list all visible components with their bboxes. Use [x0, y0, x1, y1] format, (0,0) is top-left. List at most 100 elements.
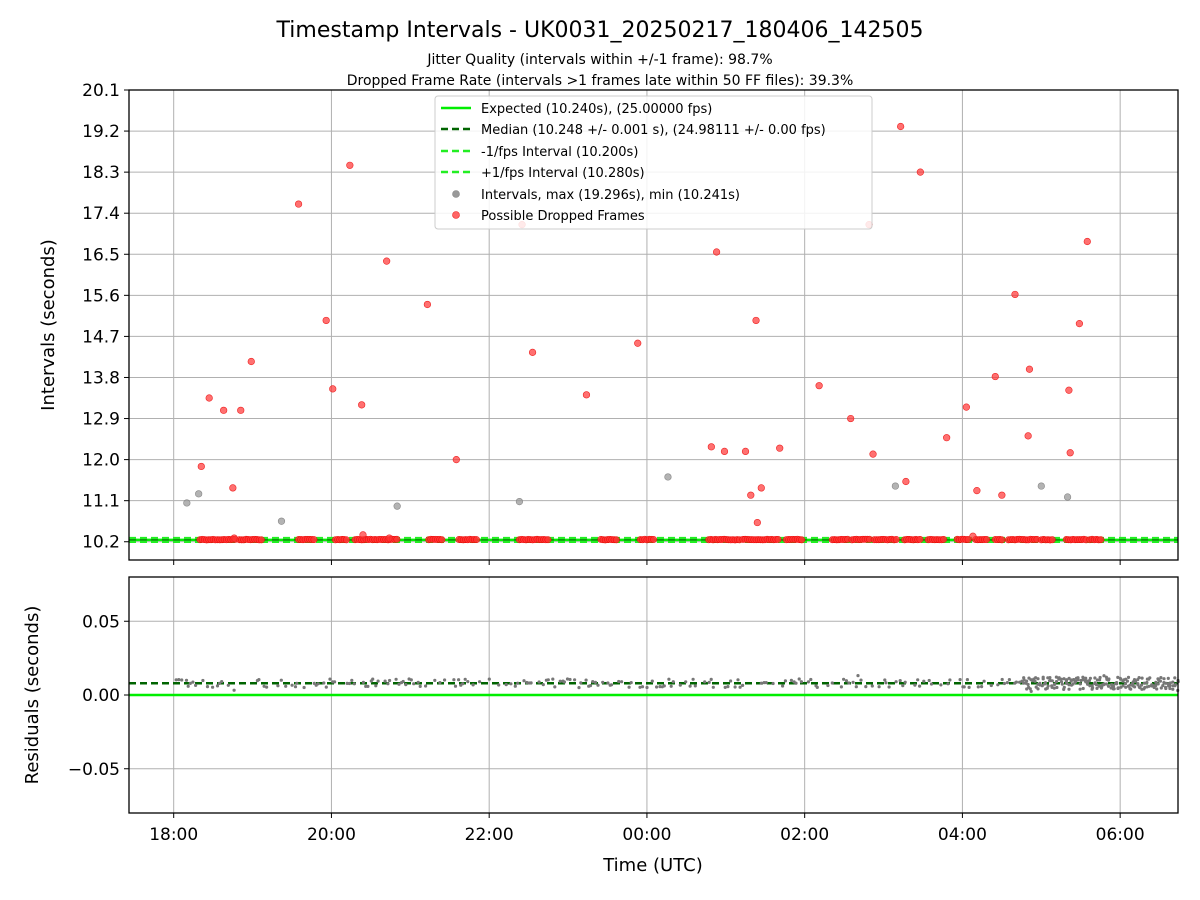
residual-point — [741, 683, 745, 688]
residual-point — [839, 685, 844, 689]
dropped-frame-point — [247, 357, 255, 366]
residual-point — [1161, 684, 1165, 688]
residual-point — [504, 683, 508, 687]
residual-point — [797, 677, 801, 681]
residual-point — [1126, 675, 1131, 680]
residual-point — [1050, 679, 1054, 683]
residual-point — [794, 681, 798, 685]
residual-point — [711, 685, 715, 689]
residual-point — [707, 680, 711, 685]
residual-point — [1102, 674, 1106, 678]
residual-point — [1048, 676, 1052, 680]
dropped-baseline-point — [473, 536, 480, 544]
residual-point — [1154, 680, 1158, 685]
residual-point — [627, 685, 631, 689]
legend-entry-median: Median (10.248 +/- 0.001 s), (24.98111 +… — [481, 123, 826, 138]
residual-point — [1005, 681, 1010, 685]
residual-point — [809, 677, 813, 682]
dropped-frame-point — [294, 200, 303, 208]
residual-point — [1106, 684, 1111, 688]
residual-point — [409, 678, 413, 682]
residual-point — [1125, 679, 1129, 683]
residual-point — [1116, 686, 1120, 690]
residual-point — [1094, 683, 1099, 687]
residual-point — [1168, 684, 1172, 688]
residual-point — [1000, 677, 1004, 682]
residual-point — [601, 680, 605, 684]
residual-point — [965, 678, 970, 682]
residual-point — [916, 678, 920, 682]
dropped-frame-point — [1075, 320, 1084, 328]
bottom-y-tick-label: −0.05 — [68, 760, 120, 780]
legend-entry-dropped: Possible Dropped Frames — [481, 209, 645, 224]
dropped-baseline-point — [544, 536, 552, 544]
residual-point — [1078, 687, 1082, 691]
residual-point — [1052, 686, 1056, 690]
residual-point — [783, 679, 788, 683]
residual-point — [1139, 683, 1144, 687]
residual-point — [457, 678, 461, 682]
residual-point — [903, 680, 907, 684]
x-ticks: 18:00 20:00 22:00 00:00 02:00 04:00 06:00 — [149, 560, 1145, 845]
dropped-frame-point — [346, 161, 354, 169]
dropped-frame-point — [869, 450, 877, 458]
residual-point — [1067, 687, 1071, 691]
residual-point — [584, 678, 588, 682]
residual-point — [1104, 682, 1108, 686]
dropped-frame-point — [815, 382, 823, 390]
residual-point — [967, 685, 971, 690]
dropped-frame-point — [753, 518, 761, 527]
residual-point — [433, 678, 437, 683]
interval-point — [277, 517, 286, 525]
residual-point — [898, 679, 902, 683]
residual-point — [929, 682, 934, 686]
residual-point — [579, 681, 583, 685]
dropped-frame-point — [943, 434, 951, 442]
dropped-frame-point — [205, 394, 213, 402]
residual-point — [366, 684, 370, 689]
legend-entry-minus-interval: -1/fps Interval (10.200s) — [481, 145, 638, 160]
residual-point — [1147, 677, 1151, 681]
residual-point — [394, 677, 398, 681]
residual-point — [345, 681, 349, 686]
interval-point — [183, 499, 191, 507]
x-tick-label: 02:00 — [780, 825, 829, 845]
residual-point — [1124, 685, 1128, 689]
top-y-tick-label: 19.2 — [82, 122, 120, 142]
top-y-tick-label: 11.1 — [82, 492, 120, 512]
residual-point — [558, 679, 562, 683]
residual-point — [640, 685, 645, 689]
residual-point — [1081, 678, 1085, 682]
dropped-frame-point — [359, 531, 367, 539]
bottom-y-axis-label: Residuals (seconds) — [22, 606, 43, 785]
residual-point — [1162, 677, 1166, 681]
top-y-tick-label: 12.0 — [82, 451, 120, 471]
residual-point — [1036, 687, 1040, 691]
residual-point — [1081, 686, 1085, 691]
residual-point — [638, 685, 642, 689]
residual-point — [1102, 682, 1106, 686]
residual-point — [1002, 681, 1007, 686]
interval-point — [1037, 482, 1045, 490]
interval-point — [515, 497, 524, 506]
residual-point — [438, 681, 442, 685]
residual-point — [471, 683, 475, 687]
residual-point — [265, 685, 269, 689]
interval-point — [195, 490, 203, 498]
residual-point — [1159, 676, 1163, 680]
residual-point — [703, 680, 707, 684]
residual-point — [996, 683, 1000, 687]
residual-point — [529, 681, 533, 685]
dropped-frame-point — [582, 391, 591, 399]
residual-point — [347, 681, 351, 686]
residual-point — [371, 677, 375, 681]
top-y-tick-label: 14.7 — [82, 327, 120, 347]
residual-point — [887, 685, 891, 689]
residual-point — [568, 677, 572, 682]
residual-point — [1046, 684, 1050, 688]
residual-point — [1131, 681, 1135, 686]
residual-point — [976, 685, 980, 689]
residual-point — [939, 683, 943, 687]
dropped-frame-point — [329, 385, 337, 393]
residual-point — [401, 679, 405, 684]
